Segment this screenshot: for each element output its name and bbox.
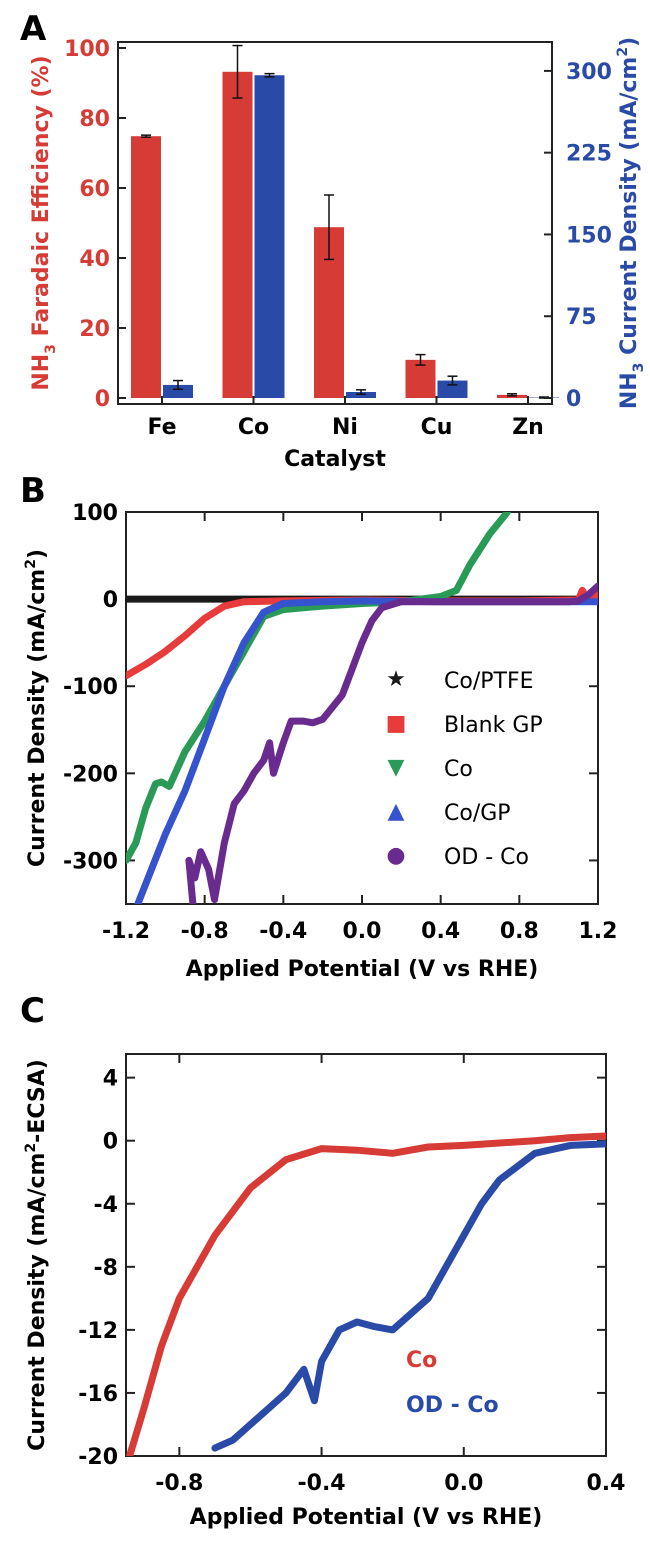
panel-b-legend-label: OD - Co [444,845,529,870]
panel-b: B -1.2 -0.8 -0.4 0.0 0.4 0.8 1.2 -300 -200 -100 0 1… [20,471,617,982]
panel-a-ytick-left-label: 40 [79,247,110,272]
panel-c-frame [125,1053,607,1457]
panel-b-legend-marker: ■ [386,711,407,736]
panel-a-ytick-right-label: 75 [566,305,597,330]
panel-c-ytick-label: 0 [103,1130,118,1155]
panel-c-series-line [211,1140,606,1452]
panel-a-bar [131,136,161,398]
panel-a: A 0 20 40 60 80 100 0 75 150 225 300 Fe Co Ni Cu Zn Cat… [20,9,647,472]
panel-c-xtick-label: 0.0 [444,1471,483,1496]
panel-a-bar [437,380,468,398]
panel-a-bar [254,75,285,398]
panel-b-xtick-label: -0.8 [181,919,229,944]
panel-b-xtick-label: 1.2 [579,919,618,944]
panel-a-bar [346,392,376,398]
panel-a-xtick-label: Zn [512,415,544,440]
panel-b-ylabel: Current Density (mA/cm2) [23,549,50,867]
panel-c-legend-co: Co [406,1348,437,1373]
panel-a-xtick-label: Co [238,415,269,440]
panel-a-ytick-right-label: 225 [566,142,612,167]
panel-a-ytick-left-label: 60 [79,177,110,202]
panel-b-legend-marker: ▲ [388,799,405,824]
panel-a-xtick-label: Cu [421,415,453,440]
panel-b-letter: B [20,471,46,511]
panel-c: C -0.8 -0.4 0.0 0.4 -20 -16 -12 -8 -4 0 4 Co OD - C… [20,991,625,1530]
panel-b-legend-label: Co [444,757,473,782]
panel-a-letter: A [20,9,47,49]
panel-b-legend-marker: ★ [386,667,406,692]
panel-b-legend-label: Blank GP [444,713,543,738]
panel-c-xtick-label: -0.4 [298,1471,346,1496]
panel-b-ytick-label: -200 [63,762,118,787]
panel-b-xtick-label: 0.0 [343,919,382,944]
panel-b-legend-marker: ▼ [388,755,405,780]
panel-b-ytick-label: 0 [103,588,118,613]
panel-a-ytick-right-label: 150 [566,223,612,248]
panel-a-bar [405,359,436,398]
panel-b-legend-label: Co/PTFE [444,669,534,694]
panel-c-ytick-label: 4 [103,1067,118,1092]
panel-c-xtick-label: -0.8 [155,1471,203,1496]
panel-a-ytick-left-label: 80 [79,107,110,132]
panel-a-bar [222,71,253,399]
panel-b-legend-marker: ● [386,843,405,868]
panel-a-ylabel-right: NH3 Current Density (mA/cm2) [615,37,647,409]
panel-a-ytick-right-label: 300 [566,60,612,85]
panel-c-ytick-label: -8 [94,1256,118,1281]
panel-c-xlabel: Applied Potential (V vs RHE) [190,1505,543,1530]
panel-c-ytick-label: -16 [78,1382,118,1407]
panel-c-legend-od-co: OD - Co [406,1393,499,1418]
panel-a-ytick-left-label: 0 [95,387,110,412]
panel-b-ytick-label: 100 [72,501,118,526]
panel-b-ytick-label: -300 [63,849,118,874]
panel-b-xlabel: Applied Potential (V vs RHE) [186,957,539,982]
panel-a-bar [163,384,193,398]
panel-a-xtick-label: Ni [332,415,358,440]
panel-b-ytick-label: -100 [63,675,118,700]
panel-c-ylabel: Current Density (mA/cm2-ECSA) [23,1059,50,1451]
panel-c-ytick-label: -12 [78,1319,118,1344]
panel-c-ytick-label: -4 [94,1193,118,1218]
panel-b-series-line [185,582,598,904]
panel-c-xtick-label: 0.4 [587,1471,626,1496]
panel-b-xtick-label: -1.2 [102,919,150,944]
panel-b-xtick-label: 0.4 [421,919,460,944]
panel-a-frame [117,41,553,405]
panel-c-letter: C [20,991,45,1031]
panel-b-xtick-label: 0.8 [500,919,539,944]
panel-a-ytick-left-label: 20 [79,317,110,342]
panel-a-xlabel: Catalyst [284,447,386,472]
panel-a-ylabel-left: NH3 Faradaic Efficiency (%) [29,55,59,390]
panel-c-ytick-label: -20 [78,1445,118,1470]
panel-c-series-line [126,1132,606,1456]
panel-a-ytick-right-label: 0 [566,387,581,412]
panel-b-xtick-label: -0.4 [259,919,307,944]
panel-b-legend-label: Co/GP [444,801,511,826]
panel-a-xtick-label: Fe [147,415,176,440]
panel-a-ytick-left-label: 100 [64,37,110,62]
